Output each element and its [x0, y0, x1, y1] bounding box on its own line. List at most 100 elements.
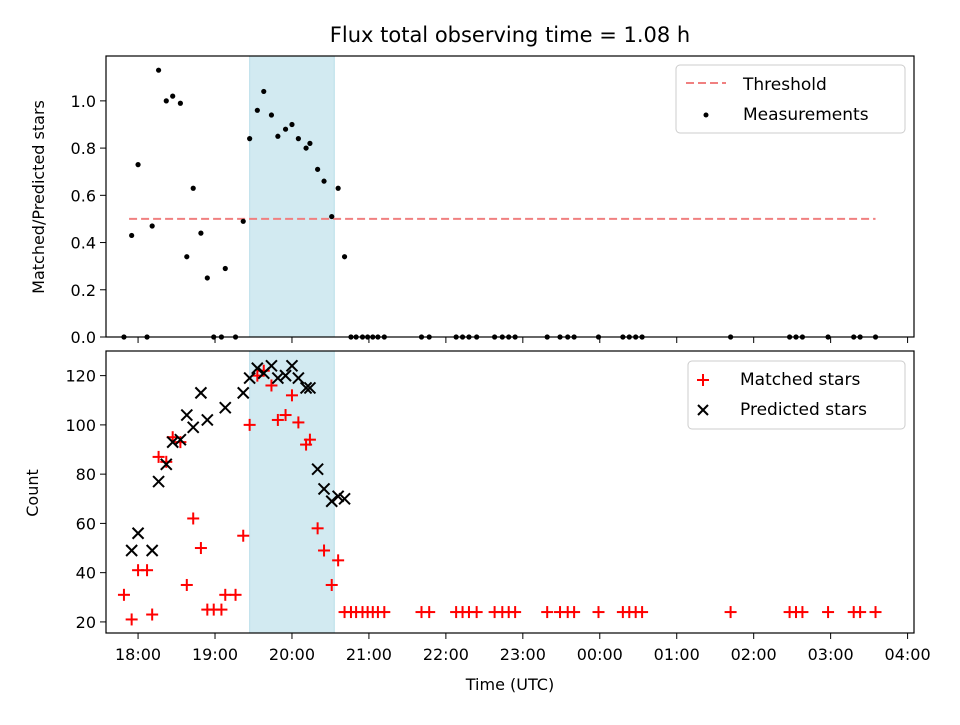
chart-title: Flux total observing time = 1.08 h	[330, 23, 690, 47]
y-tick-label: 1.0	[71, 92, 96, 111]
measurement-point	[295, 136, 301, 142]
predicted-point	[285, 359, 299, 372]
predicted-point	[299, 381, 313, 395]
matched-point	[174, 436, 187, 449]
x-tick-label: 02:00	[731, 645, 777, 664]
matched-point	[724, 606, 737, 619]
measurement-point	[329, 213, 335, 220]
matched-point	[215, 603, 228, 616]
measurement-point	[135, 162, 141, 168]
predicted-point	[219, 401, 232, 414]
measurement-point	[307, 140, 313, 146]
predicted-point	[174, 433, 187, 446]
measurement-point	[204, 275, 210, 281]
predicted-point	[131, 527, 145, 540]
y-tick-label: 0.8	[71, 139, 96, 158]
top-axes-frame	[105, 55, 915, 338]
predicted-point	[251, 362, 264, 375]
top-panel: 0.0 0.2 0.4 0.6 0.8 1.0 Flux total observing …	[29, 23, 915, 347]
matched-point	[796, 606, 809, 619]
measurement-point	[321, 178, 327, 184]
predicted-point	[125, 544, 138, 557]
measurement-point	[149, 223, 155, 229]
top-y-axis-label: Matched/Predicted stars	[29, 100, 48, 294]
matched-point	[194, 542, 207, 555]
measurement-point	[198, 230, 204, 236]
y-tick-label: 60	[76, 514, 96, 533]
x-tick-label: 19:00	[192, 645, 238, 664]
matched-point	[152, 450, 165, 463]
matched-point	[869, 606, 882, 619]
predicted-point	[180, 408, 194, 422]
matched-points	[117, 364, 882, 626]
predicted-points	[125, 359, 351, 557]
x-tick-label: 00:00	[577, 645, 623, 664]
measurement-point	[289, 121, 295, 128]
matched-point	[279, 409, 292, 422]
legend-matched-swatch	[697, 374, 709, 386]
matched-point	[592, 606, 605, 619]
legend-predicted-label: Predicted stars	[740, 400, 867, 420]
predicted-point	[152, 475, 165, 488]
matched-point	[541, 606, 554, 619]
measurement-point	[129, 232, 135, 239]
bottom-legend-box	[687, 360, 906, 430]
x-tick-label: 22:00	[423, 645, 469, 664]
measurement-point	[155, 67, 162, 73]
x-axis-label: Time (UTC)	[465, 675, 554, 694]
matched-point	[318, 544, 331, 557]
matched-point	[509, 606, 522, 619]
predicted-point	[271, 371, 285, 385]
predicted-point	[325, 495, 338, 508]
matched-point	[180, 578, 193, 591]
x-tick-label: 03:00	[808, 645, 854, 664]
top-legend-box	[675, 64, 906, 134]
y-tick-label: 80	[76, 465, 96, 484]
measurement-point	[341, 254, 348, 260]
top-legend: Threshold Measurements	[675, 64, 906, 134]
matched-point	[237, 529, 250, 542]
y-tick-label: 0.0	[71, 328, 96, 347]
matched-point	[325, 578, 338, 591]
measurement-point	[315, 166, 321, 172]
predicted-point	[166, 435, 179, 449]
legend-matched-label: Matched stars	[740, 370, 860, 390]
predicted-point	[338, 492, 351, 505]
predicted-point	[331, 490, 345, 503]
predicted-point	[292, 371, 305, 385]
matched-point	[303, 433, 316, 446]
predicted-point	[145, 544, 159, 557]
legend-measurements-label: Measurements	[743, 105, 869, 125]
matched-point	[141, 564, 154, 577]
predicted-point	[279, 369, 292, 382]
measurement-point	[247, 136, 253, 142]
matched-point	[568, 606, 581, 619]
predicted-point	[317, 482, 331, 496]
matched-point	[229, 588, 242, 601]
x-tick-label: 21:00	[346, 645, 392, 664]
legend-measurements-swatch	[703, 112, 709, 118]
predicted-point	[187, 421, 200, 434]
bottom-axes-frame	[105, 350, 915, 634]
measurement-point	[303, 145, 309, 151]
y-tick-label: 100	[65, 416, 96, 435]
bottom-y-axis-label: Count	[23, 469, 42, 517]
matched-point	[854, 606, 867, 619]
measurement-points	[121, 67, 879, 340]
matched-point	[285, 389, 298, 402]
matched-point	[470, 606, 483, 619]
legend-threshold-label: Threshold	[742, 75, 827, 95]
measurement-point	[170, 93, 176, 99]
bottom-legend: Matched stars Predicted stars	[687, 360, 906, 430]
measurement-point	[240, 218, 246, 224]
predicted-point	[265, 359, 278, 372]
y-tick-label: 20	[76, 613, 96, 632]
x-tick-label: 18:00	[115, 645, 161, 664]
predicted-point	[311, 463, 324, 476]
bottom-y-ticks: 20 40 60 80 100 120	[65, 367, 106, 632]
predicted-point	[194, 386, 208, 400]
measurement-point	[261, 88, 267, 95]
bottom-x-ticks: 18:00 19:00 20:00 21:00 22:00 23:00 00:00 01:00…	[115, 633, 931, 664]
predicted-point	[243, 371, 256, 385]
